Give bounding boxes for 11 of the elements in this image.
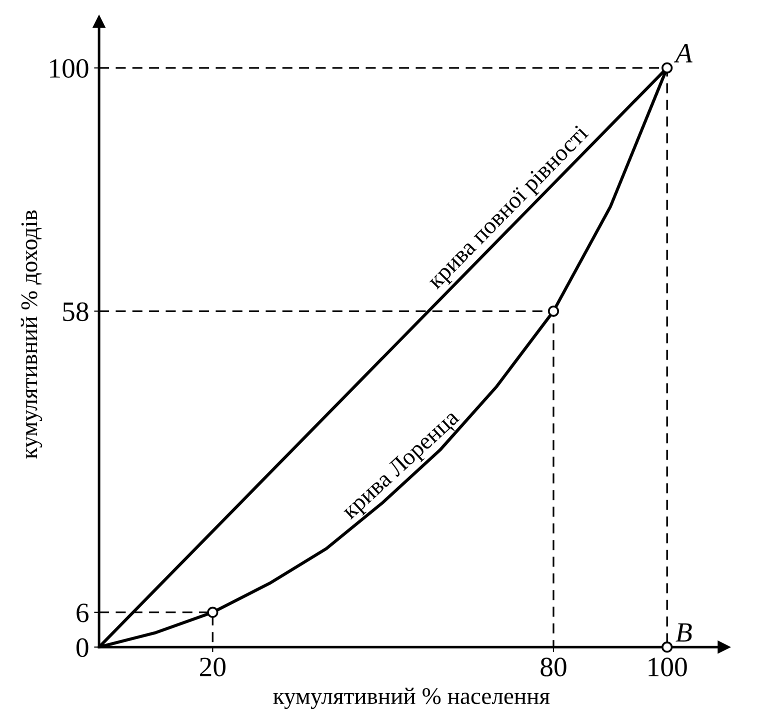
x-tick-label: 80 (540, 658, 566, 676)
y-tick-label: 6 (76, 604, 89, 622)
y-axis-title: кумулятивний % доходів (20, 210, 42, 459)
x-axis-title: кумулятивний % населення (273, 688, 550, 709)
x-tick-label: 20 (200, 658, 226, 676)
y-tick-label: 0 (76, 638, 88, 658)
annotation: B (676, 623, 692, 642)
y-tick-label: 58 (63, 302, 88, 322)
annotation: A (674, 44, 692, 62)
x-tick-label: 100 (648, 658, 687, 676)
y-tick-label: 100 (50, 59, 88, 78)
